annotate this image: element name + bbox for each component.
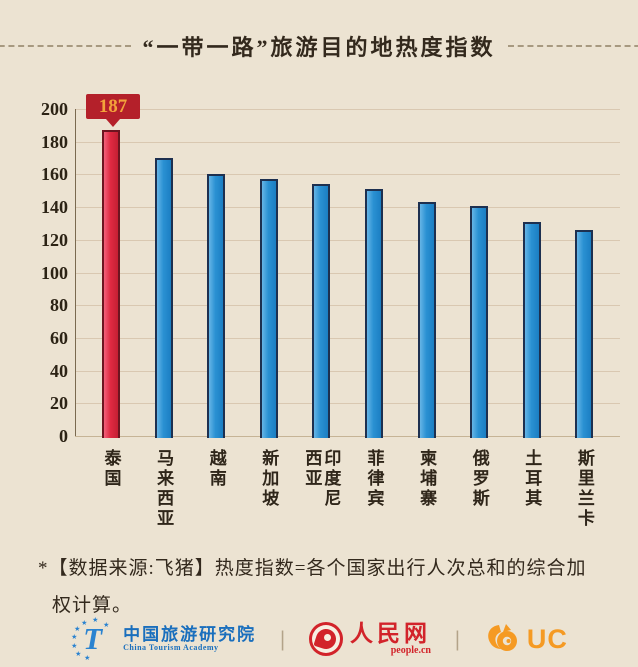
star-icon: ★ — [74, 625, 81, 633]
title-dash-left — [0, 45, 131, 47]
star-icon: ★ — [71, 642, 78, 650]
star-icon: ★ — [71, 633, 78, 641]
y-tick-label: 80 — [50, 295, 68, 316]
value-badge: 187 — [86, 94, 140, 128]
people-name-en: people.cn — [390, 645, 431, 656]
gridline — [75, 403, 620, 405]
gridline — [75, 174, 620, 176]
chart-title-row: “一带一路”旅游目的地热度指数 — [0, 0, 638, 62]
uc-label: UC — [526, 623, 568, 654]
x-axis-label: 泰国 — [101, 449, 121, 489]
bar — [312, 184, 331, 438]
y-tick-label: 180 — [41, 131, 68, 152]
people-name-cn: 人民网 — [350, 621, 431, 646]
gridline — [75, 337, 620, 339]
star-icon: ★ — [75, 650, 82, 658]
uc-logo: UC — [484, 622, 568, 656]
page-title: “一带一路”旅游目的地热度指数 — [142, 35, 496, 60]
footer-separator: | — [455, 626, 460, 651]
y-tick-label: 120 — [41, 229, 68, 250]
x-axis-label: 越南 — [206, 449, 226, 489]
people-cn-logo: 人民网 people.cn — [309, 622, 431, 656]
gridline — [75, 436, 620, 437]
bar — [154, 158, 173, 438]
y-tick-label: 140 — [41, 197, 68, 218]
x-axis-label: 斯里兰卡 — [574, 449, 594, 529]
title-dash-right — [507, 45, 638, 47]
people-globe-icon — [309, 622, 343, 656]
bar — [522, 221, 541, 438]
gridline — [75, 305, 620, 307]
x-axis-label: 新加坡 — [259, 449, 279, 509]
footnote-line1: *【数据来源:飞猪】热度指数=各个国家出行人次总和的综合加 — [38, 558, 587, 579]
bar — [259, 179, 278, 438]
footer-logos: ★ ★ ★ ★ ★ ★ ★ ★ T 中国旅游研究院 China Tourism … — [0, 616, 638, 662]
cta-name-cn: 中国旅游研究院 — [123, 624, 257, 644]
y-tick-label: 0 — [59, 426, 68, 446]
y-tick-label: 160 — [41, 164, 68, 185]
bar — [417, 202, 436, 438]
bar-chart: 200 180 160 140 120 100 80 60 40 20 0 泰国 马来西亚 越南 新加坡 印度… — [0, 91, 638, 533]
gridline — [75, 141, 620, 143]
star-icon: ★ — [81, 619, 88, 627]
gridline — [75, 239, 620, 241]
gridline — [75, 207, 620, 209]
y-tick-label: 20 — [50, 393, 68, 414]
footnote: *【数据来源:飞猪】热度指数=各个国家出行人次总和的综合加权计算。 — [38, 550, 618, 624]
gridline — [75, 272, 620, 274]
china-tourism-academy-logo: ★ ★ ★ ★ ★ ★ ★ ★ T 中国旅游研究院 China Tourism … — [70, 616, 257, 662]
cta-name-en: China Tourism Academy — [123, 642, 219, 652]
x-axis-label: 马来西亚 — [154, 449, 174, 529]
star-icon: ★ — [103, 621, 110, 629]
footnote-line2: 权计算。 — [52, 595, 133, 616]
y-tick-label: 60 — [50, 327, 68, 348]
x-axis-label: 柬埔寨 — [417, 449, 437, 509]
star-icon: ★ — [92, 616, 99, 624]
cta-t-icon: ★ ★ ★ ★ ★ ★ ★ ★ T — [70, 616, 114, 662]
y-axis-line — [75, 109, 76, 436]
x-axis-label: 俄罗斯 — [469, 449, 489, 509]
y-tick-label: 200 — [41, 99, 68, 119]
x-axis-label: 土耳其 — [522, 449, 542, 509]
bar-highlighted — [102, 130, 120, 438]
x-axis-label: 菲律宾 — [364, 449, 384, 509]
y-tick-label: 100 — [41, 262, 68, 283]
star-icon: ★ — [84, 654, 91, 662]
gridline — [75, 109, 620, 110]
y-tick-label: 40 — [50, 360, 68, 381]
bar — [207, 174, 226, 438]
bar — [470, 205, 489, 438]
uc-squirrel-icon — [488, 624, 517, 651]
bar — [575, 230, 594, 438]
bar — [365, 189, 383, 438]
gridline — [75, 370, 620, 372]
x-axis-label: 印度尼 西亚 — [302, 449, 341, 509]
badge-pointer-icon — [106, 119, 120, 128]
cta-letter: T — [83, 621, 103, 656]
footer-separator: | — [280, 626, 285, 651]
